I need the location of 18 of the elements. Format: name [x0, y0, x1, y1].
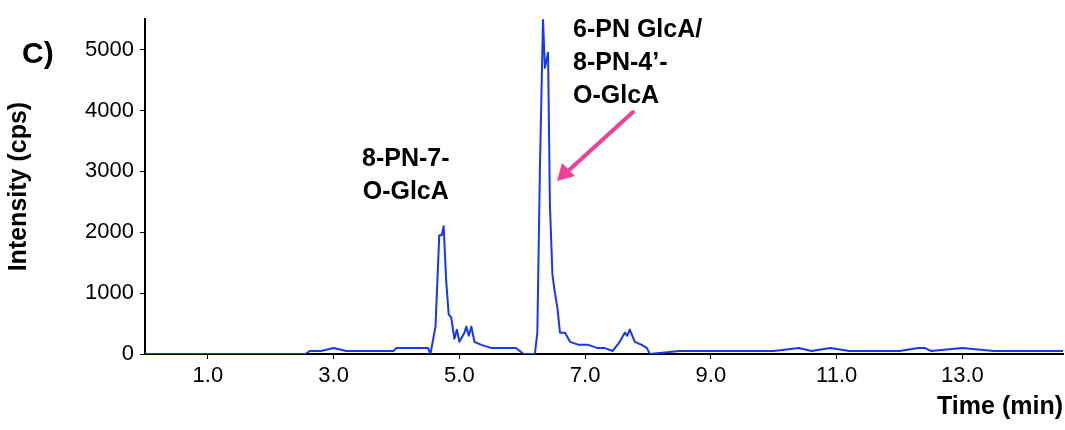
x-tick-label: 13.0: [940, 362, 984, 388]
annotation: 6-PN GlcA/ 8-PN-4’- O-GlcA: [573, 13, 703, 110]
x-tick-label: 7.0: [569, 362, 601, 388]
text: C): [22, 36, 54, 70]
x-axis-title: Time (min): [937, 390, 1063, 419]
x-tick-label: 11.0: [816, 362, 858, 388]
y-tick-label: 3000: [85, 157, 134, 183]
x-tick-label: 1.0: [192, 362, 224, 388]
y-axis-title: Intensity (cps): [2, 101, 31, 272]
y-tick-label: 5000: [85, 35, 134, 61]
x-tick-label: 9.0: [695, 362, 727, 388]
y-tick-label: 1000: [85, 279, 134, 305]
y-tick-label: 4000: [85, 96, 134, 122]
x-tick-label: 5.0: [444, 362, 475, 388]
y-tick-label: 2000: [85, 218, 134, 244]
y-tick-label: 0: [121, 340, 134, 366]
annotation: 8-PN-7- O-GlcA: [362, 142, 450, 206]
x-tick-label: 3.0: [318, 362, 349, 388]
